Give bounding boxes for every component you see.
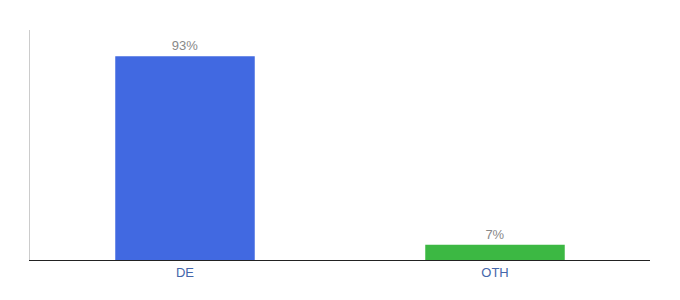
- svg-text:OTH: OTH: [481, 265, 508, 280]
- svg-text:DE: DE: [176, 265, 194, 280]
- svg-text:93%: 93%: [172, 38, 198, 53]
- svg-text:7%: 7%: [485, 227, 504, 242]
